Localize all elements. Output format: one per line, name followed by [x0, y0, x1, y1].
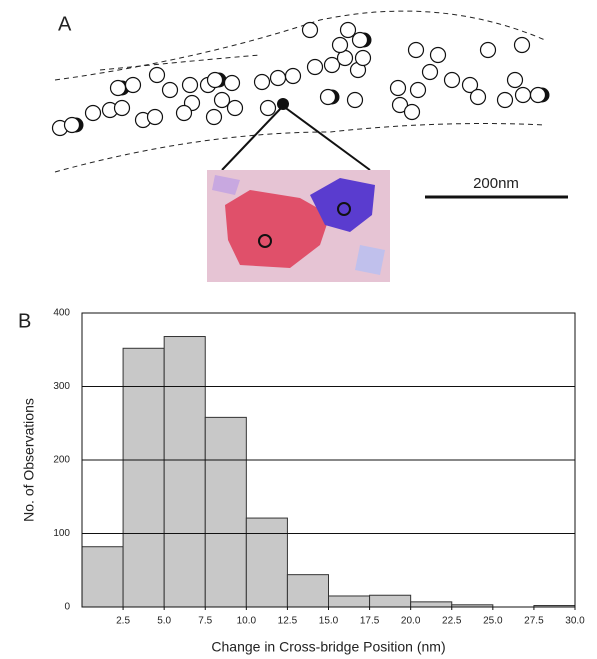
x-tick-label: 10.0 [237, 616, 257, 627]
x-tick-label: 12.5 [278, 616, 298, 627]
x-tick-label: 17.5 [360, 616, 380, 627]
panel-label: A [58, 13, 72, 35]
inset-image [207, 170, 390, 282]
dot [354, 49, 372, 67]
dot [461, 76, 479, 94]
x-tick-label: 27.5 [524, 616, 544, 627]
dot [223, 74, 241, 92]
dot [319, 88, 337, 106]
dot [391, 96, 409, 114]
x-tick-label: 5.0 [157, 616, 171, 627]
dot [109, 79, 127, 97]
zoom-line [282, 105, 371, 171]
dashed-outline [54, 123, 546, 173]
dot [181, 76, 199, 94]
zoom-line [221, 105, 284, 171]
bar [122, 347, 165, 608]
plot-frame [81, 312, 576, 608]
scale-label: 200nm [473, 175, 519, 192]
x-axis-label: Change in Cross-bridge Position (nm) [211, 639, 445, 655]
x-tick-label: 2.5 [116, 616, 130, 627]
y-tick-label: 100 [53, 528, 70, 539]
dot [389, 79, 407, 97]
dot [496, 91, 514, 109]
dot [506, 71, 524, 89]
dot [421, 63, 439, 81]
dot [346, 91, 364, 109]
bar [410, 601, 453, 608]
x-tick-label: 22.5 [442, 616, 462, 627]
dot [175, 104, 193, 122]
dot [113, 99, 131, 117]
dot [148, 66, 166, 84]
dot [226, 99, 244, 117]
dot [206, 71, 224, 89]
dot [409, 81, 427, 99]
dashed-outline [54, 10, 546, 81]
dot [205, 108, 223, 126]
dot [529, 86, 547, 104]
dot [84, 104, 102, 122]
bar [286, 574, 329, 608]
bar [204, 416, 247, 608]
dot [161, 81, 179, 99]
dot [513, 36, 531, 54]
dot [351, 31, 369, 49]
dot [403, 103, 421, 121]
y-tick-label: 0 [64, 602, 70, 613]
dot [301, 21, 319, 39]
dot [514, 86, 532, 104]
y-tick-label: 200 [53, 455, 70, 466]
dot [443, 71, 461, 89]
y-tick-label: 400 [53, 308, 70, 319]
x-tick-label: 25.0 [483, 616, 503, 627]
dot [146, 108, 164, 126]
dot [213, 91, 231, 109]
bar [163, 336, 206, 608]
histogram: 0 100 200 300 400 2.5 5.0 7.5 10.0 12.5 15.0 17.5 20… [21, 308, 585, 655]
dot [259, 99, 277, 117]
dot [331, 36, 349, 54]
dot [63, 116, 81, 134]
dot [339, 21, 357, 39]
dot [124, 76, 142, 94]
bar [81, 546, 124, 608]
dot [479, 41, 497, 59]
x-tick-label: 30.0 [565, 616, 585, 627]
y-axis-label: No. of Observations [21, 398, 37, 522]
dot [469, 88, 487, 106]
dot [306, 58, 324, 76]
bar [328, 595, 371, 608]
dot [253, 73, 271, 91]
panel-label: B [18, 310, 31, 332]
dot [323, 56, 341, 74]
x-tick-label: 15.0 [319, 616, 339, 627]
dot [407, 41, 425, 59]
dot [284, 67, 302, 85]
bar [369, 594, 412, 608]
dashed-outline [99, 54, 261, 71]
panel-a: A 200nm [51, 10, 568, 282]
dots [51, 21, 550, 137]
y-tick-label: 300 [53, 381, 70, 392]
bar [245, 517, 288, 608]
dot [269, 69, 287, 87]
dot [429, 46, 447, 64]
x-tick-label: 20.0 [401, 616, 421, 627]
x-tick-label: 7.5 [198, 616, 212, 627]
